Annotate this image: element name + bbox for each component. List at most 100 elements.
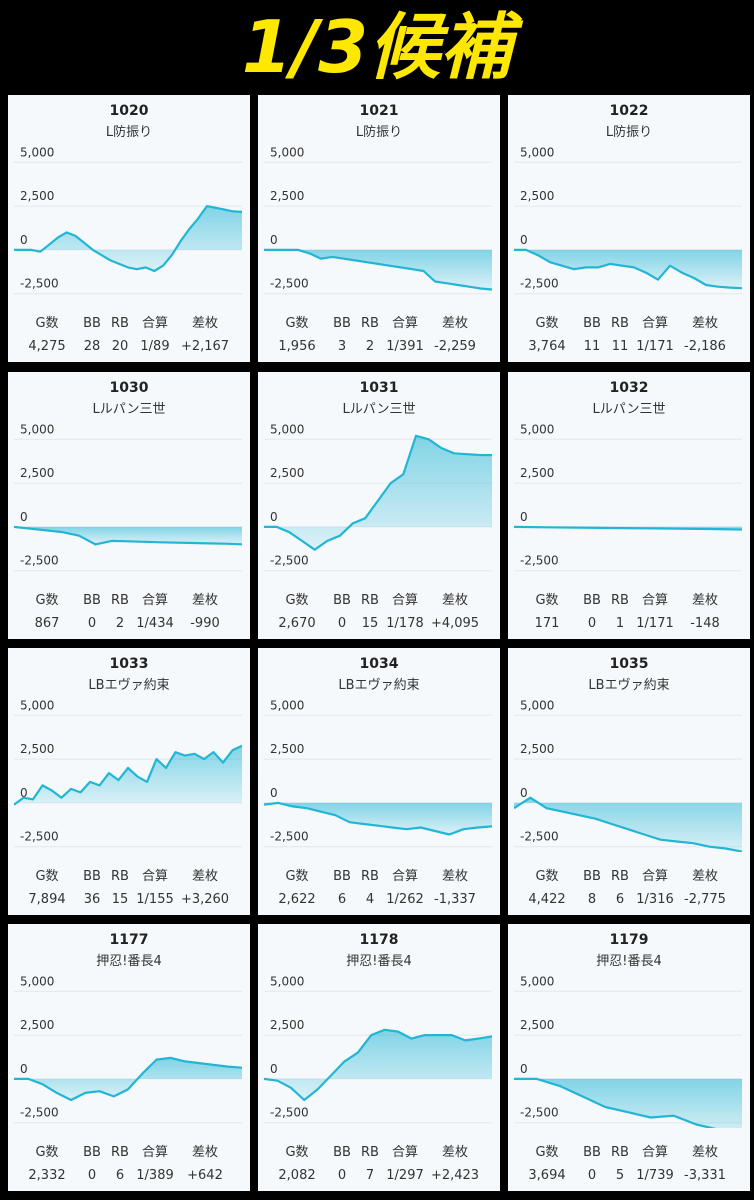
stat-header: 差枚 (442, 869, 468, 884)
chart-panel: 1032 Lルパン三世 5,000 2,500 0 -2,500 G数 BB RB 合算 差枚 171… (508, 372, 750, 639)
stat-value: 6 (616, 892, 624, 907)
stat-header: BB (333, 869, 351, 884)
stat-value: 6 (116, 1168, 124, 1183)
panel-title: 1034 (360, 656, 399, 672)
chart-panel: 1033 LBエヴァ約束 5,000 2,500 0 -2,500 G数 BB RB 合算 差枚 7,… (8, 648, 250, 915)
y-tick-label: 2,500 (270, 742, 304, 756)
area (514, 526, 742, 530)
stat-header: G数 (285, 316, 308, 331)
panel-subtitle: LBエヴァ約束 (588, 677, 669, 693)
panel-bg (8, 372, 250, 639)
area (264, 1029, 492, 1100)
stat-header: G数 (285, 869, 308, 884)
line (514, 796, 742, 852)
y-tick-label: -2,500 (520, 277, 559, 291)
y-tick-label: 0 (270, 233, 278, 247)
panel-subtitle: Lルパン三世 (593, 402, 666, 417)
y-tick-label: 2,500 (20, 742, 54, 756)
panel-title: 1035 (610, 656, 649, 672)
stat-header: G数 (535, 593, 558, 608)
stat-value: +642 (187, 1168, 223, 1183)
stat-header: BB (583, 1145, 601, 1160)
stat-value: -3,331 (684, 1168, 726, 1183)
area (264, 249, 492, 290)
stat-header: 合算 (392, 869, 418, 884)
stat-value: 4,275 (28, 339, 65, 354)
stat-header: 合算 (142, 593, 168, 608)
y-tick-label: 5,000 (20, 698, 54, 712)
stat-value: 3,764 (528, 339, 565, 354)
stat-header: G数 (35, 316, 58, 331)
y-tick-label: 0 (20, 510, 28, 524)
stat-value: -990 (190, 616, 220, 631)
y-tick-label: 2,500 (20, 1018, 54, 1032)
stat-value: 2,082 (278, 1168, 315, 1183)
stat-value: 8 (588, 892, 596, 907)
panel-title: 1022 (610, 103, 649, 119)
area (514, 249, 742, 289)
stat-value: 1/89 (140, 339, 169, 354)
stat-header: 合算 (642, 869, 668, 884)
stat-value: 0 (338, 1168, 346, 1183)
stat-header: 差枚 (692, 869, 718, 884)
stat-header: BB (333, 593, 351, 608)
stat-header: 差枚 (442, 316, 468, 331)
y-tick-label: -2,500 (270, 830, 309, 844)
stat-value: 1/389 (136, 1168, 173, 1183)
y-tick-label: 5,000 (20, 974, 54, 988)
panel-bg (508, 95, 750, 362)
stat-value: 867 (35, 616, 60, 631)
stat-value: 28 (84, 339, 101, 354)
stat-value: 2 (366, 339, 374, 354)
stat-value: 1/391 (386, 339, 423, 354)
stat-header: 合算 (642, 593, 668, 608)
stat-value: +2,167 (181, 339, 229, 354)
chart-panel: 1179 押忍!番長4 5,000 2,500 0 -2,500 G数 BB RB 合算 差枚 3,6… (508, 924, 750, 1191)
stat-value: 6 (338, 892, 346, 907)
y-tick-label: 2,500 (520, 1018, 554, 1032)
y-tick-label: 2,500 (270, 189, 304, 203)
y-tick-label: 0 (20, 1062, 28, 1076)
stat-value: -2,186 (684, 339, 726, 354)
stat-header: BB (333, 316, 351, 331)
y-tick-label: 5,000 (520, 974, 554, 988)
y-tick-label: 2,500 (270, 466, 304, 480)
y-tick-label: 2,500 (520, 466, 554, 480)
stat-value: 0 (588, 1168, 596, 1183)
stat-header: RB (111, 869, 129, 884)
stat-header: G数 (35, 593, 58, 608)
line (264, 1028, 492, 1102)
area (264, 435, 492, 550)
stat-value: 36 (84, 892, 101, 907)
page-title: 1/3候補 (242, 5, 524, 89)
stat-value: 11 (612, 339, 629, 354)
stat-value: 20 (112, 339, 129, 354)
panel-title: 1177 (110, 932, 149, 948)
stat-header: 合算 (392, 316, 418, 331)
stat-header: RB (361, 1145, 379, 1160)
panel-subtitle: Lルパン三世 (343, 402, 416, 417)
y-tick-label: 0 (270, 1062, 278, 1076)
stat-value: 1/171 (636, 616, 673, 631)
y-tick-label: 0 (520, 1062, 528, 1076)
chart-panel: 1177 押忍!番長4 5,000 2,500 0 -2,500 G数 BB RB 合算 差枚 2,3… (8, 924, 250, 1191)
panel-title: 1030 (110, 380, 149, 396)
stat-value: 1/434 (136, 616, 173, 631)
stat-header: 差枚 (692, 593, 718, 608)
stat-value: 15 (112, 892, 129, 907)
stat-header: BB (333, 1145, 351, 1160)
y-tick-label: 5,000 (270, 698, 304, 712)
panel-bg (258, 95, 500, 362)
y-tick-label: 5,000 (270, 974, 304, 988)
stat-header: G数 (535, 316, 558, 331)
stat-header: BB (83, 316, 101, 331)
y-tick-label: 2,500 (20, 189, 54, 203)
stat-value: 2 (116, 616, 124, 631)
panel-title: 1031 (360, 380, 399, 396)
panel-title: 1178 (360, 932, 399, 948)
stat-header: RB (111, 316, 129, 331)
y-tick-label: 0 (20, 233, 28, 247)
panel-bg (8, 924, 250, 1191)
y-tick-label: 0 (520, 510, 528, 524)
stat-header: G数 (535, 869, 558, 884)
